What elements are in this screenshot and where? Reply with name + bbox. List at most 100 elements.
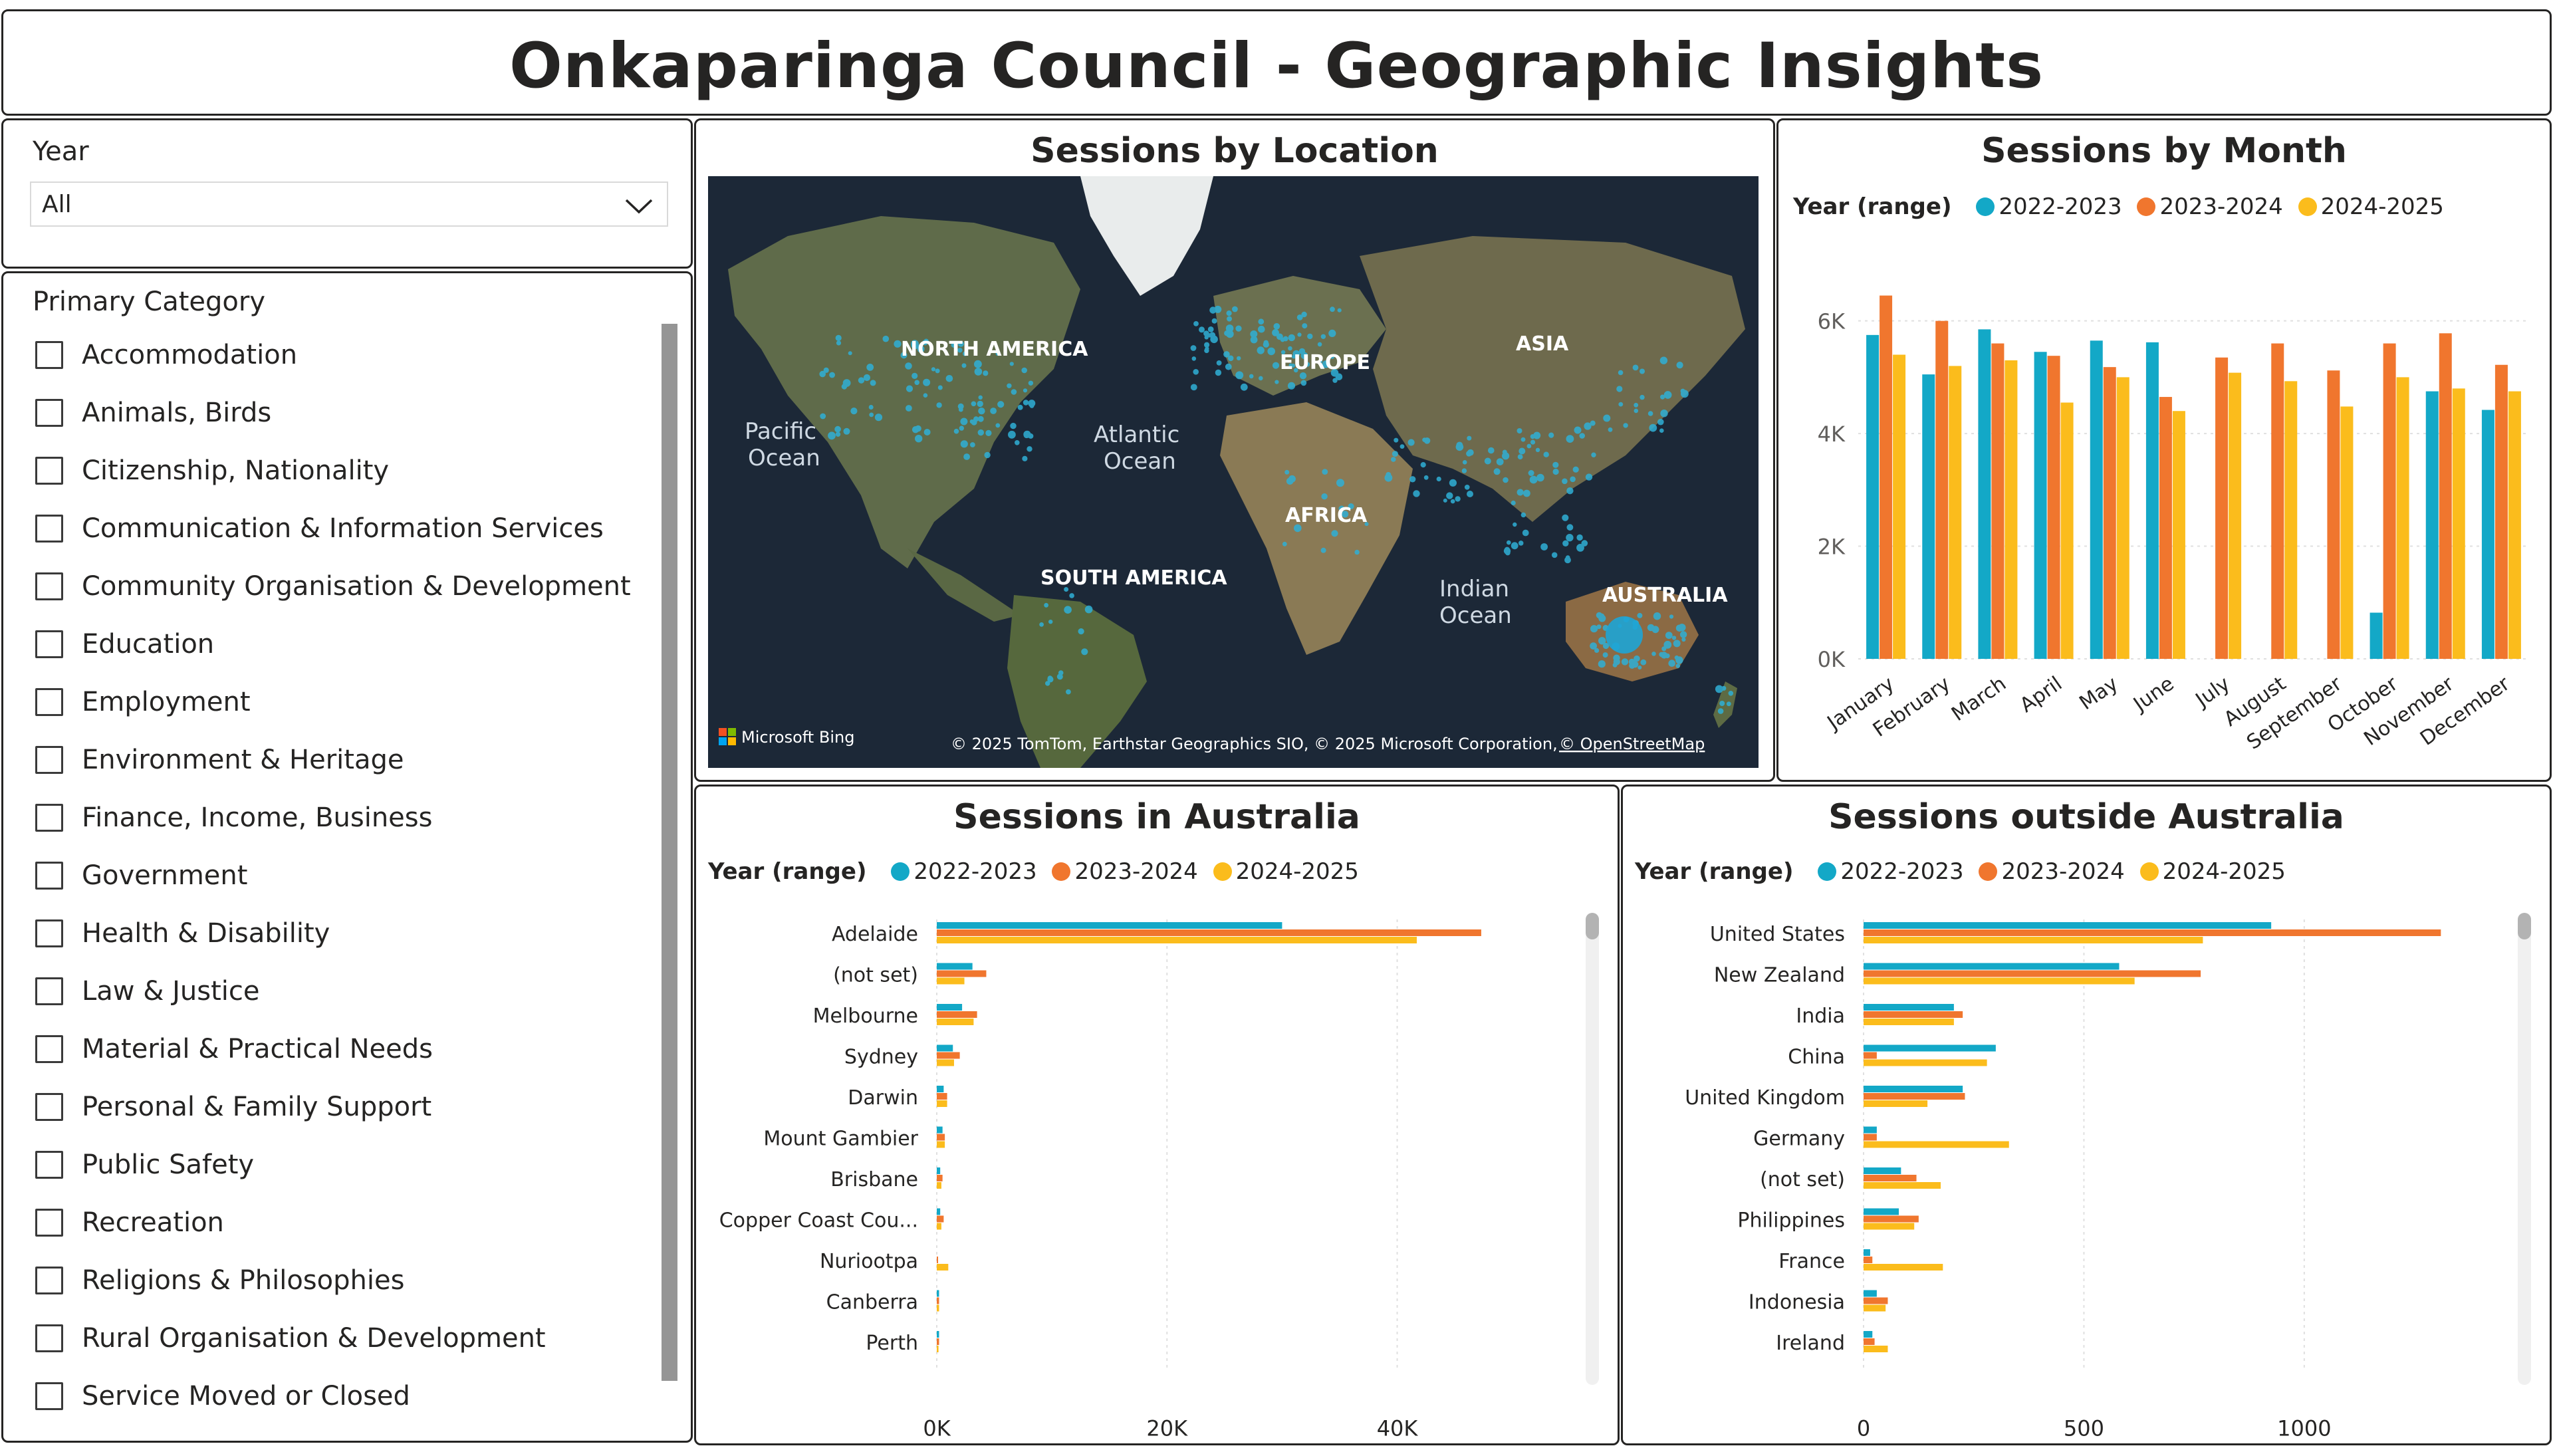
category-item[interactable]: Citizenship, Nationality — [34, 453, 646, 493]
legend-label[interactable]: 2022-2023 — [913, 858, 1037, 885]
category-scrollbar-thumb[interactable] — [662, 324, 677, 1381]
session-dot — [1519, 447, 1526, 455]
label-south-america: SOUTH AMERICA — [1040, 566, 1227, 590]
y-category-label: United States — [1710, 923, 1845, 946]
checkbox-icon[interactable] — [35, 1093, 63, 1121]
session-dot — [1299, 372, 1307, 380]
category-item[interactable]: Service Moved or Closed — [34, 1378, 646, 1418]
category-item[interactable]: Communication & Information Services — [34, 511, 646, 550]
legend-label[interactable]: 2023-2024 — [2001, 858, 2125, 885]
legend-label[interactable]: 2023-2024 — [2159, 193, 2283, 220]
session-dot — [1443, 498, 1447, 503]
checkbox-icon[interactable] — [35, 977, 63, 1005]
legend-label[interactable]: 2023-2024 — [1074, 858, 1198, 885]
session-dot — [1681, 390, 1689, 398]
checkbox-icon[interactable] — [35, 804, 63, 832]
y-category-label: New Zealand — [1714, 964, 1845, 987]
session-dot — [1574, 426, 1582, 434]
category-item[interactable]: Material & Practical Needs — [34, 1031, 646, 1071]
out-chart-plot[interactable]: 0 500 1000 United States New Zealand India Chi… — [1623, 900, 2551, 1445]
session-dot — [1300, 352, 1308, 360]
x-tick-label: 0K — [923, 1416, 951, 1441]
category-item[interactable]: Public Safety — [34, 1147, 646, 1187]
session-dot — [1045, 681, 1050, 686]
category-item[interactable]: Environment & Heritage — [34, 742, 646, 782]
session-dot — [1566, 524, 1574, 531]
session-dot — [912, 372, 918, 379]
session-dot — [1209, 332, 1216, 338]
category-bar — [937, 1019, 974, 1025]
chart-scrollbar-track[interactable] — [1586, 913, 1599, 1385]
session-dot — [1391, 457, 1396, 462]
category-item[interactable]: Education — [34, 626, 646, 666]
category-item[interactable]: Recreation — [34, 1205, 646, 1245]
category-item[interactable]: Religions & Philosophies — [34, 1263, 646, 1302]
session-dot — [1594, 648, 1600, 654]
category-item[interactable]: Community Organisation & Development — [34, 568, 646, 608]
session-dot — [1409, 476, 1416, 483]
openstreetmap-link[interactable]: © OpenStreetMap — [1559, 735, 1705, 753]
checkbox-icon[interactable] — [35, 341, 63, 369]
month-bar — [2034, 352, 2047, 659]
checkbox-icon[interactable] — [35, 1324, 63, 1352]
session-dot — [828, 431, 836, 440]
session-dot — [1066, 689, 1071, 695]
world-map[interactable]: NORTH AMERICA EUROPE ASIA Pacific Ocean … — [708, 176, 1759, 768]
session-dot — [1484, 457, 1491, 465]
checkbox-icon[interactable] — [35, 688, 63, 716]
checkbox-icon[interactable] — [35, 862, 63, 890]
session-dot — [1598, 637, 1606, 645]
category-item[interactable]: Accommodation — [34, 337, 646, 377]
month-bar — [1978, 329, 1991, 659]
y-category-label: Germany — [1753, 1128, 1845, 1151]
session-dot — [1488, 447, 1495, 454]
session-dot — [1258, 318, 1265, 325]
legend-label[interactable]: 2022-2023 — [1840, 858, 1964, 885]
checkbox-icon[interactable] — [35, 746, 63, 774]
checkbox-icon[interactable] — [35, 457, 63, 485]
chart-scrollbar-thumb[interactable] — [2518, 913, 2531, 939]
checkbox-icon[interactable] — [35, 919, 63, 947]
chart-scrollbar-thumb[interactable] — [1586, 913, 1599, 939]
session-dot — [1613, 658, 1620, 666]
year-dropdown[interactable]: All — [30, 182, 668, 227]
session-dot — [914, 380, 919, 386]
legend-label[interactable]: 2024-2025 — [2320, 193, 2444, 220]
session-dot — [1551, 552, 1558, 558]
category-item[interactable]: Government — [34, 858, 646, 898]
checkbox-icon[interactable] — [35, 572, 63, 600]
category-item[interactable]: Health & Disability — [34, 915, 646, 955]
category-item[interactable]: Employment — [34, 684, 646, 724]
legend-label[interactable]: 2024-2025 — [1235, 858, 1359, 885]
checkbox-icon[interactable] — [35, 1209, 63, 1237]
session-dot — [894, 340, 902, 348]
session-dot — [1493, 468, 1501, 475]
legend-label[interactable]: 2022-2023 — [1999, 193, 2122, 220]
legend-label[interactable]: 2024-2025 — [2162, 858, 2286, 885]
session-dot — [1028, 433, 1034, 439]
category-bar — [937, 1011, 977, 1018]
checkbox-icon[interactable] — [35, 630, 63, 658]
label-asia: ASIA — [1516, 332, 1569, 356]
category-bar — [937, 1059, 954, 1066]
checkbox-icon[interactable] — [35, 515, 63, 543]
checkbox-icon[interactable] — [35, 1267, 63, 1294]
session-dot — [1292, 354, 1296, 359]
category-item[interactable]: Personal & Family Support — [34, 1089, 646, 1129]
category-item[interactable]: Finance, Income, Business — [34, 800, 646, 840]
month-bar — [2047, 356, 2060, 659]
checkbox-icon[interactable] — [35, 1151, 63, 1179]
category-item[interactable]: Law & Justice — [34, 973, 646, 1013]
category-item[interactable]: Animals, Birds — [34, 395, 646, 435]
session-dot — [834, 425, 841, 433]
session-dot — [1407, 439, 1415, 446]
category-item[interactable]: Rural Organisation & Development — [34, 1320, 646, 1360]
aus-chart-plot[interactable]: 0K 20K 40K Adelaide (not set) Melbourne Sydney… — [696, 900, 1619, 1445]
category-label: Community Organisation & Development — [82, 571, 631, 602]
checkbox-icon[interactable] — [35, 1382, 63, 1410]
checkbox-icon[interactable] — [35, 1035, 63, 1063]
chart-scrollbar-track[interactable] — [2518, 913, 2531, 1385]
checkbox-icon[interactable] — [35, 399, 63, 427]
session-dot — [1240, 383, 1248, 391]
